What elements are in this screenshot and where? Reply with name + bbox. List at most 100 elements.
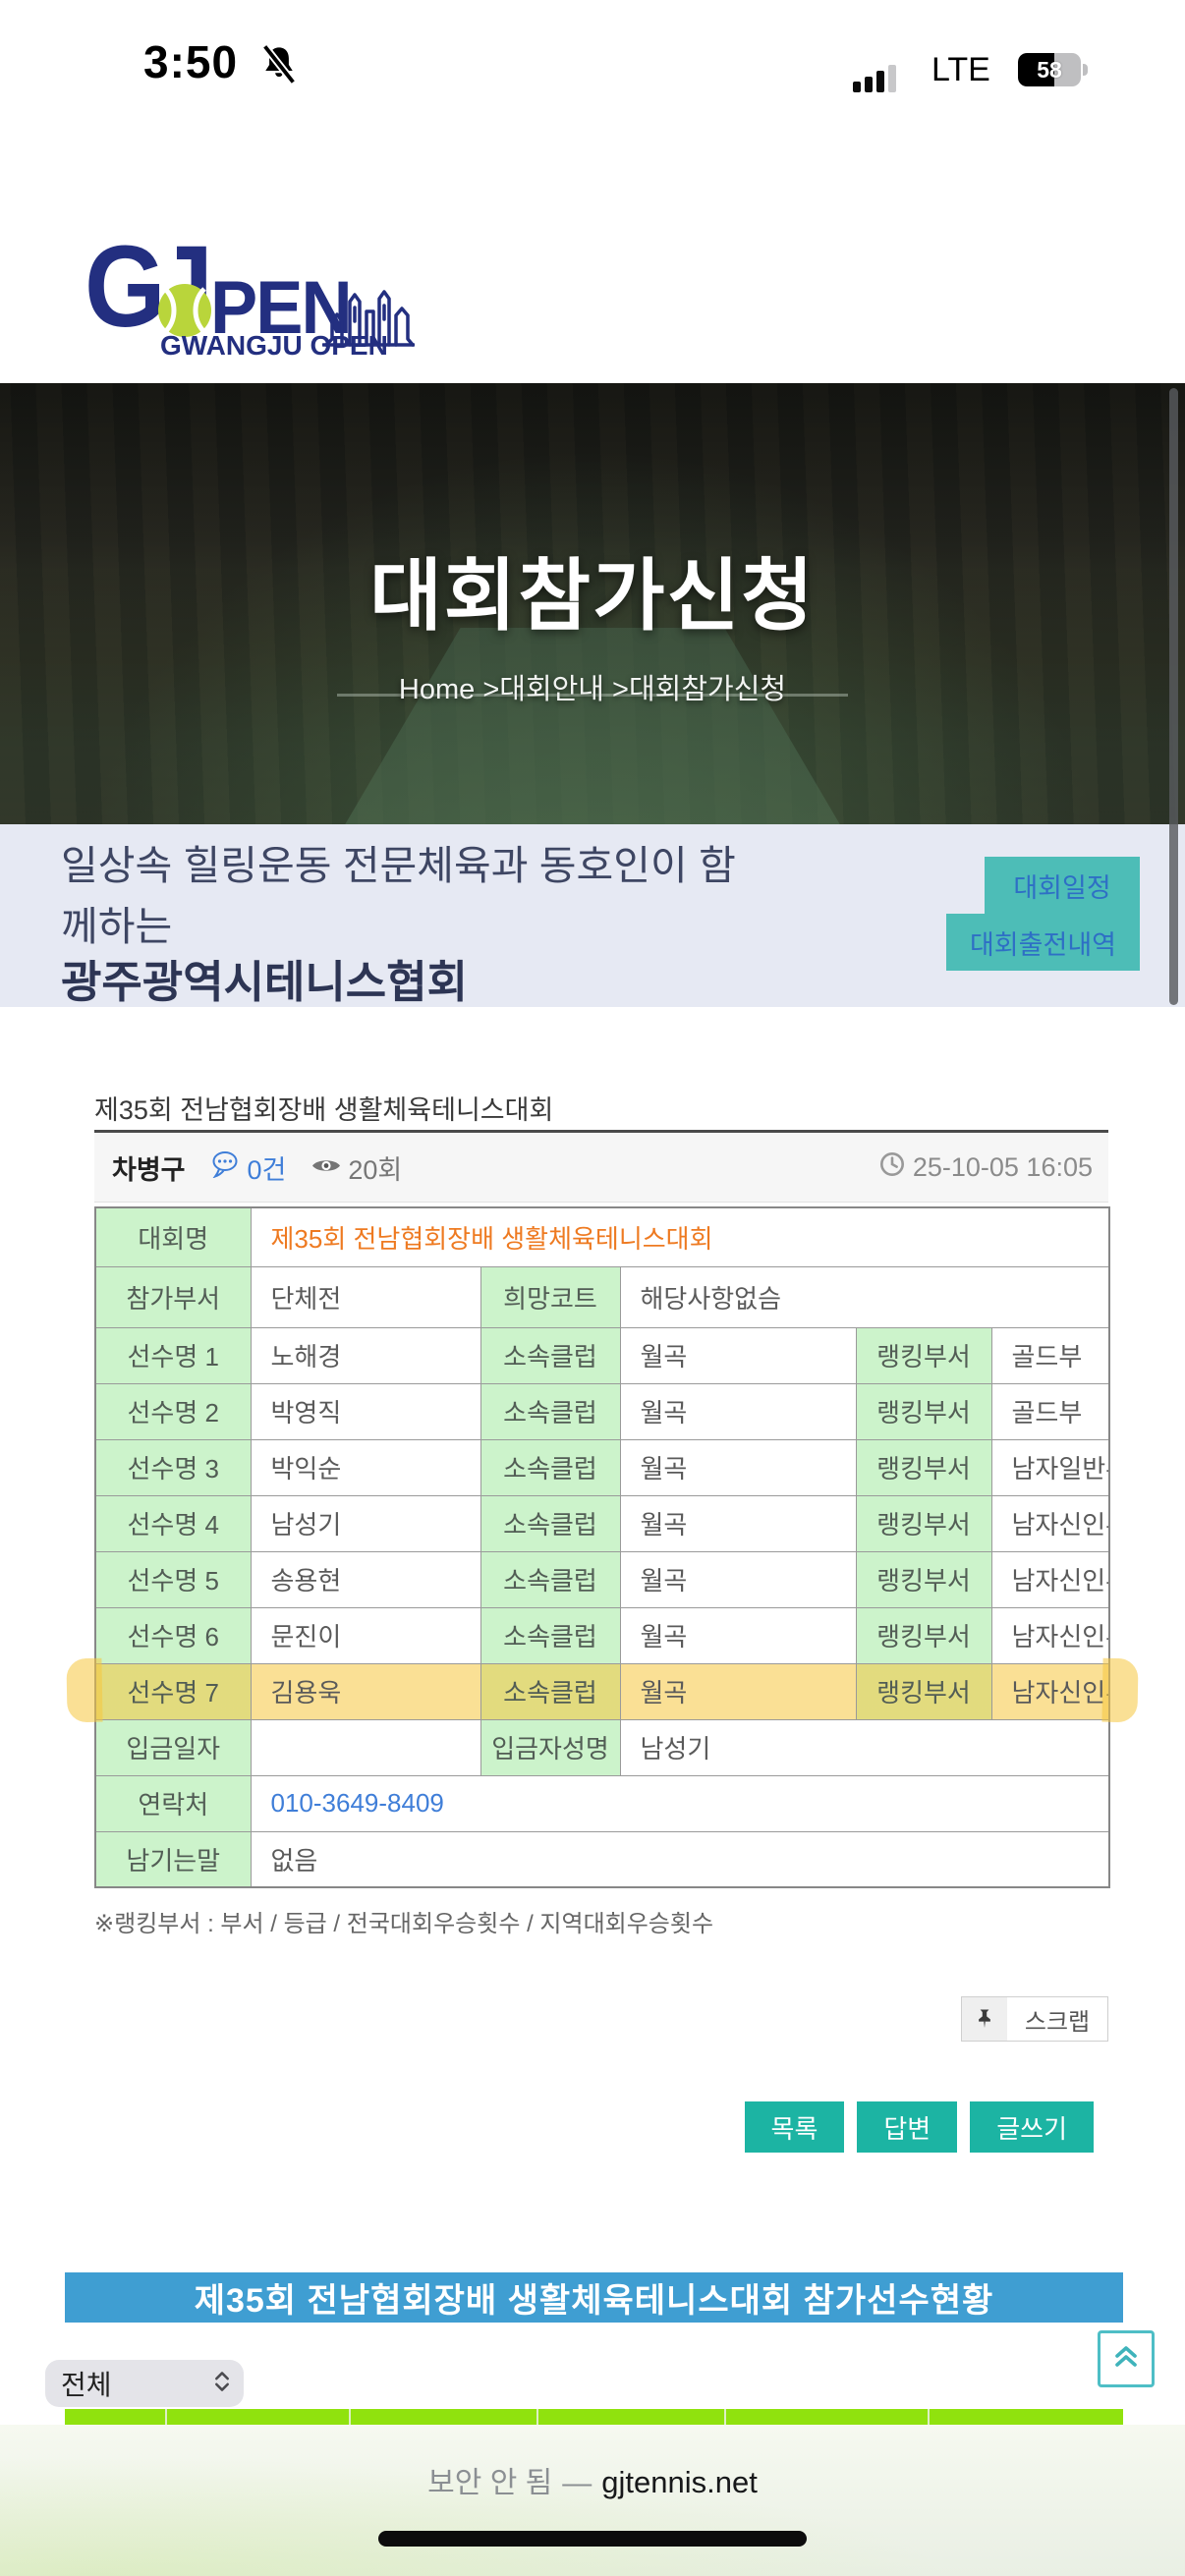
field-label-cell: 선수명 4 — [94, 1494, 252, 1552]
logo-letter-g: G — [85, 222, 166, 352]
table-row: 연락처 010-3649-8409 — [94, 1774, 1110, 1832]
field-label-cell: 선수명 3 — [94, 1438, 252, 1496]
field-label-cell: 소속클럽 — [480, 1438, 621, 1496]
network-type-label: LTE — [931, 51, 990, 88]
roster-column-cell — [724, 2409, 928, 2431]
status-bar: 3:50 LTE 58 — [0, 0, 1185, 98]
table-row: 선수명 5송용현소속클럽월곡랭킹부서남자신인부 — [94, 1550, 1110, 1608]
field-value-cell: 남자신인부 — [990, 1606, 1110, 1664]
table-row: 선수명 1 노해경 소속클럽 월곡 랭킹부서 골드부 — [94, 1326, 1110, 1384]
intro-line-1: 일상속 힐링운동 전문체육과 동호인이 함 — [61, 843, 736, 888]
field-label-cell: 입금자성명 — [480, 1718, 621, 1776]
field-label-cell: 연락처 — [94, 1774, 252, 1832]
field-value-cell: 남자신인부 — [990, 1494, 1110, 1552]
battery-percent: 58 — [1037, 56, 1062, 83]
field-value-cell: 박익순 — [250, 1438, 481, 1496]
list-button[interactable]: 목록 — [744, 2101, 845, 2153]
roster-column-cell — [928, 2409, 1123, 2431]
notifications-muted-icon — [259, 43, 299, 91]
table-row: 남기는말 없음 — [94, 1830, 1110, 1888]
field-value-cell: 없음 — [250, 1830, 1110, 1888]
entry-table: 대회명 제35회 전남협회장배 생활체육테니스대회 참가부서 단체전 희망코트 해당사항없… — [94, 1206, 1111, 1888]
battery-icon: 58 — [1018, 53, 1088, 86]
field-value-cell: 남성기 — [250, 1494, 481, 1552]
clock-icon — [879, 1151, 905, 1184]
tennis-net-image — [337, 694, 848, 697]
table-row: 선수명 3박익순소속클럽월곡랭킹부서남자일반부 — [94, 1438, 1110, 1496]
breadcrumb[interactable]: Home >대회안내 >대회참가신청 — [398, 674, 787, 705]
post-datetime-value: 25-10-05 16:05 — [912, 1151, 1093, 1182]
field-value-cell: 남자신인부 — [990, 1662, 1110, 1720]
comments-link[interactable]: 0건 — [211, 1148, 287, 1187]
field-value-cell: 골드부 — [990, 1382, 1110, 1440]
logo-text-pen: PEN — [210, 266, 353, 350]
post-title: 제35회 전남협회장배 생활체육테니스대회 — [94, 1095, 554, 1125]
field-label-cell: 소속클럽 — [480, 1550, 621, 1608]
field-label-cell: 소속클럽 — [480, 1494, 621, 1552]
roster-column-cell — [165, 2409, 349, 2431]
field-label-cell: 남기는말 — [94, 1830, 252, 1888]
page-title: 대회참가신청 — [369, 552, 816, 640]
post-author: 차병구 — [112, 1154, 186, 1185]
ranking-footnote: ※랭킹부서 : 부서 / 등급 / 전국대회우승횟수 / 지역대회우승횟수 — [94, 1911, 714, 1937]
roster-column-cell — [536, 2409, 724, 2431]
highlight-marker-left — [66, 1657, 103, 1723]
field-value-cell: 월곡 — [619, 1494, 857, 1552]
comment-count: 0건 — [247, 1154, 287, 1185]
tennis-ball-icon — [157, 283, 212, 343]
eye-icon — [311, 1152, 341, 1183]
write-button[interactable]: 글쓰기 — [970, 2101, 1094, 2153]
field-label-cell: 선수명 5 — [94, 1550, 252, 1608]
field-label-cell: 희망코트 — [480, 1265, 621, 1328]
field-label-cell: 랭킹부서 — [855, 1662, 992, 1720]
scroll-to-top-button[interactable] — [1098, 2330, 1155, 2387]
browser-bottom-bar: 보안 안 됨 — gjtennis.net — [0, 2425, 1185, 2576]
field-label-cell: 선수명 6 — [94, 1606, 252, 1664]
roster-filter-value: 전체 — [61, 2370, 112, 2400]
scrap-button-label: 스크랩 — [1024, 2008, 1091, 2036]
city-skyline-icon — [321, 287, 416, 355]
roster-column-cell — [349, 2409, 536, 2431]
field-value-cell: 월곡 — [619, 1606, 857, 1664]
home-indicator[interactable] — [378, 2531, 807, 2547]
field-label-cell: 랭킹부서 — [855, 1326, 992, 1384]
post-meta-bar: 차병구 0건 20회 25-10-05 16:05 — [94, 1130, 1108, 1203]
field-label-cell: 선수명 2 — [94, 1382, 252, 1440]
field-label-cell: 소속클럽 — [480, 1382, 621, 1440]
field-value-cell: 단체전 — [250, 1265, 481, 1328]
address-bar[interactable]: 보안 안 됨 — gjtennis.net — [0, 2458, 1185, 2501]
post-actions: 목록 답변 글쓰기 — [0, 2101, 1094, 2153]
entry-table-wrap: 대회명 제35회 전남협회장배 생활체육테니스대회 참가부서 단체전 희망코트 해당사항없… — [66, 1206, 1139, 1888]
field-label-cell: 소속클럽 — [480, 1662, 621, 1720]
field-value-cell[interactable]: 010-3649-8409 — [250, 1774, 1110, 1832]
site-logo[interactable]: G J PEN GWANGJU OPEN — [0, 222, 452, 383]
table-row: 선수명 7김용욱소속클럽월곡랭킹부서남자신인부 — [94, 1662, 1110, 1720]
tournament-history-button[interactable]: 대회출전내역 — [946, 914, 1140, 971]
roster-filter-select[interactable]: 전체 — [45, 2360, 244, 2407]
field-value-cell: 해당사항없슴 — [619, 1265, 1110, 1328]
post-datetime: 25-10-05 16:05 — [879, 1151, 1093, 1184]
tournament-schedule-button[interactable]: 대회일정 — [985, 857, 1140, 914]
scrollbar[interactable] — [1169, 388, 1178, 1005]
address-separator: — — [562, 2467, 592, 2499]
field-value-cell — [250, 1718, 481, 1776]
scrap-button[interactable]: 스크랩 — [961, 1996, 1108, 2042]
tennis-court-image — [339, 628, 846, 824]
field-value-cell: 제35회 전남협회장배 생활체육테니스대회 — [250, 1206, 1110, 1267]
reply-button[interactable]: 답변 — [857, 2101, 958, 2153]
field-value-cell: 남자신인부 — [990, 1550, 1110, 1608]
roster-header-bar: 제35회 전남협회장배 생활체육테니스대회 참가선수현황 — [65, 2272, 1123, 2323]
table-row: 선수명 6문진이소속클럽월곡랭킹부서남자신인부 — [94, 1606, 1110, 1664]
table-row: 참가부서 단체전 희망코트 해당사항없슴 — [94, 1265, 1110, 1328]
security-status: 보안 안 됨 — [427, 2467, 553, 2499]
field-value-cell: 노해경 — [250, 1326, 481, 1384]
double-chevron-up-icon — [1111, 2342, 1141, 2377]
table-row: 선수명 2 박영직 소속클럽 월곡 랭킹부서 골드부 — [94, 1382, 1110, 1440]
select-chevrons-icon — [214, 2371, 230, 2397]
cellular-signal-icon — [853, 63, 896, 92]
field-value-cell: 남성기 — [619, 1718, 1110, 1776]
field-label-cell: 랭킹부서 — [855, 1382, 992, 1440]
intro-section: 일상속 힐링운동 전문체육과 동호인이 함 께하는 광주광역시테니스협회 대회일… — [0, 824, 1185, 1007]
field-label-cell: 입금일자 — [94, 1718, 252, 1776]
field-value-cell: 월곡 — [619, 1662, 857, 1720]
